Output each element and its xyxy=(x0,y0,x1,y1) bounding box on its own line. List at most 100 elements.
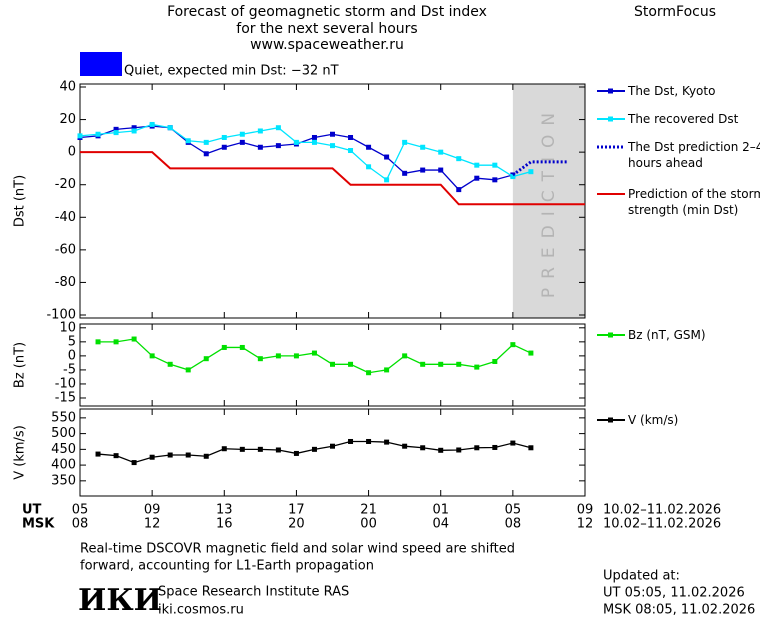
series-line xyxy=(97,440,532,464)
series-marker xyxy=(492,444,498,450)
plot-frame xyxy=(79,323,586,407)
y-tick-label: 0 xyxy=(68,145,76,160)
series-marker xyxy=(185,367,191,373)
series-marker xyxy=(348,148,354,154)
y-tick-label: -15 xyxy=(55,390,76,405)
series-marker xyxy=(330,131,335,137)
x-tick-label: 09 xyxy=(144,503,161,518)
legend-marker xyxy=(608,88,613,94)
x2-tick-label: 12 xyxy=(144,517,161,532)
legend-label: The recovered Dst xyxy=(628,112,739,126)
series-marker xyxy=(348,438,354,444)
plot-frame xyxy=(79,83,586,319)
series-marker xyxy=(438,149,444,155)
series-marker xyxy=(131,460,137,466)
series-marker xyxy=(257,144,263,150)
series-marker xyxy=(275,125,281,131)
series-marker xyxy=(366,144,372,150)
note-line: forward, accounting for L1-Earth propaga… xyxy=(80,559,374,574)
institute: Space Research Institute RAS xyxy=(158,585,349,600)
updated-ut: UT 05:05, 11.02.2026 xyxy=(603,586,745,601)
series-marker xyxy=(348,361,354,367)
series-marker xyxy=(420,144,426,150)
series-marker xyxy=(311,134,317,140)
legend-label: Prediction of the storm strength (min Ds… xyxy=(628,187,760,217)
series-marker xyxy=(221,344,227,350)
series-marker xyxy=(474,175,480,181)
series-marker xyxy=(113,130,119,136)
series-marker xyxy=(384,177,390,183)
series-marker xyxy=(528,445,534,451)
series-line xyxy=(511,160,567,177)
series-marker xyxy=(528,169,534,175)
x2-tick-label: 20 xyxy=(288,517,305,532)
series-marker xyxy=(95,451,101,457)
series-marker xyxy=(456,156,462,162)
legend-label: Bz (nT, GSM) xyxy=(628,328,706,342)
legend-label: V (km/s) xyxy=(628,413,679,427)
y-tick-label: 10 xyxy=(59,320,76,335)
y-tick-label: 400 xyxy=(51,458,76,473)
series-marker xyxy=(131,336,137,342)
y-tick-label: 450 xyxy=(51,442,76,457)
series-marker xyxy=(221,446,227,452)
title-line: www.spaceweather.ru xyxy=(250,37,404,53)
x2-tick-label: 00 xyxy=(360,517,377,532)
series-marker xyxy=(221,134,227,140)
series-marker xyxy=(149,353,155,359)
series-marker xyxy=(257,356,263,362)
series-marker xyxy=(113,126,119,132)
series-marker xyxy=(438,167,444,173)
x2-tick-label: 08 xyxy=(72,517,89,532)
title-line: for the next several hours xyxy=(236,21,417,37)
note-line: Real-time DSCOVR magnetic field and sola… xyxy=(80,542,515,557)
series-marker xyxy=(239,446,245,452)
y-tick-label: 550 xyxy=(51,410,76,425)
prediction-label: PREDICTION xyxy=(539,104,559,298)
legend-label: The Dst prediction 2–4 hours ahead xyxy=(628,140,760,170)
series-marker xyxy=(293,450,299,456)
series-marker xyxy=(366,438,372,444)
series-marker xyxy=(456,361,462,367)
series-marker xyxy=(203,453,209,459)
series-marker xyxy=(330,143,335,149)
series-line xyxy=(79,125,514,191)
series-marker xyxy=(113,339,119,345)
series-marker xyxy=(456,187,462,193)
series-marker xyxy=(384,439,390,445)
y-tick-label: -40 xyxy=(55,210,76,225)
series-marker xyxy=(239,139,245,145)
series-marker xyxy=(474,445,480,451)
series-marker xyxy=(185,452,191,458)
series-marker xyxy=(492,162,498,168)
series-marker xyxy=(402,139,408,145)
series-marker xyxy=(149,454,155,460)
logo: ИКИ xyxy=(78,583,162,618)
x-tick-label: 05 xyxy=(72,503,89,518)
y-tick-label: 350 xyxy=(51,473,76,488)
website: iki.cosmos.ru xyxy=(158,603,244,618)
series-line xyxy=(80,151,585,206)
y-tick-label: -20 xyxy=(55,177,76,192)
status-text: Quiet, expected min Dst: −32 nT xyxy=(124,64,339,79)
x2-tick-label: 12 xyxy=(577,517,594,532)
series-marker xyxy=(420,445,426,451)
series-marker xyxy=(203,356,209,362)
x2-axis-label: MSK xyxy=(22,517,55,532)
series-marker xyxy=(131,125,137,131)
updated-label: Updated at: xyxy=(603,569,680,584)
series-marker xyxy=(149,121,155,127)
series-marker xyxy=(311,139,317,145)
series-marker xyxy=(221,144,227,150)
series-marker xyxy=(510,342,516,348)
series-marker xyxy=(203,151,209,157)
prediction-zone xyxy=(512,84,585,318)
plot-frame xyxy=(79,408,586,497)
x-axis-label: UT xyxy=(22,503,42,518)
legend-marker xyxy=(608,417,613,423)
y-tick-label: -100 xyxy=(46,308,76,323)
series-marker xyxy=(492,358,498,364)
x-tick-label: 01 xyxy=(432,503,449,518)
y-tick-label: 5 xyxy=(68,334,76,349)
x2-tick-label: 04 xyxy=(432,517,449,532)
